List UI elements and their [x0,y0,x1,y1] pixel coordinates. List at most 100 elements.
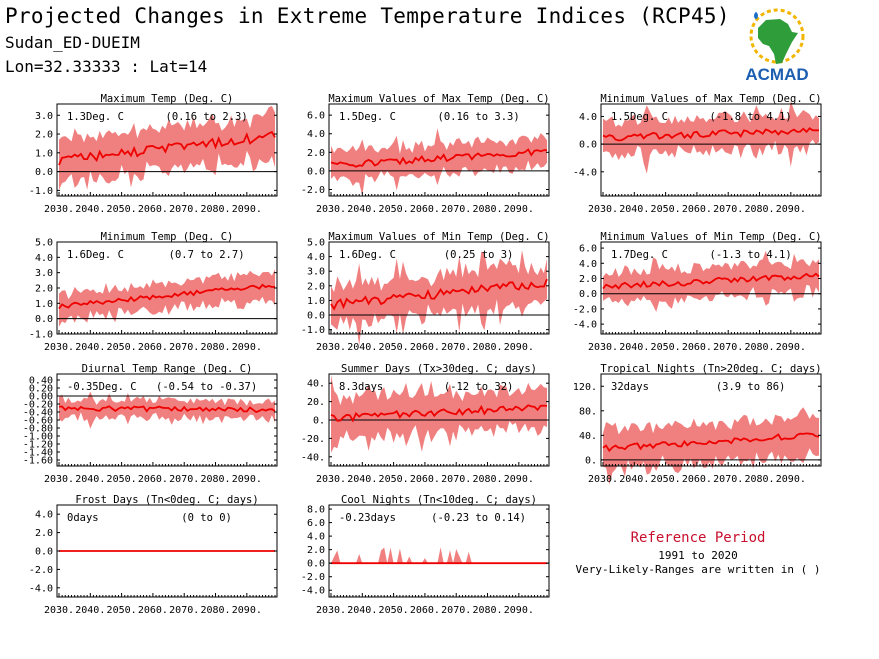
x-tick-label: 2060. [138,204,168,215]
mean-change-label: 32days [611,381,649,393]
y-tick-label: -2.0 [29,565,53,576]
location-name: Sudan_ED-DUEIM [5,33,140,52]
x-tick-label: 2090. [504,474,534,485]
x-tick-label: 2080. [200,474,230,485]
y-tick-label: 1.0 [307,296,325,307]
y-tick-label: -1.0 [29,186,53,197]
y-tick-label: 4.0 [35,510,53,521]
x-tick-label: 2090. [232,342,262,353]
plot-frame [600,373,822,467]
x-tick-label: 2060. [138,605,168,616]
chart-panel: -4.0 0.0 4.0 2030. 2040. 2050. 2060. 2070. 2080.… [573,93,822,215]
location-coordinates: Lon=32.33333 : Lat=14 [5,57,208,76]
mean-change-label: 1.7Deg. C [611,249,668,261]
x-tick-label: 2070. [441,474,471,485]
x-tick-label: 2090. [776,474,806,485]
y-tick-label: 6.0 [307,111,325,122]
x-tick-label: 2060. [682,342,712,353]
chart-panel: -4.0 -2.0 0.0 2.0 4.0 6.0 2030. 2040. 2050. 2060.… [573,231,822,353]
chart-panel: -1.0 0.0 1.0 2.0 3.0 4.0 5.0 2030. 2040. 2050. 206… [29,231,278,353]
x-tick-label: 2080. [472,474,502,485]
x-tick-label: 2070. [441,605,471,616]
likely-range-band [603,407,819,485]
chart-title: Minimum Values of Max Temp (Deg. C) [600,93,821,105]
y-tick-label: 4.0 [307,129,325,140]
x-tick-label: 2070. [169,204,199,215]
median-line [330,404,548,423]
x-tick-label: 2070. [441,204,471,215]
y-tick-label: -2.0 [573,304,597,315]
y-tick-label: 4.0 [307,252,325,263]
median-line [58,405,276,414]
y-tick-label: 0. [313,416,325,427]
median-line [58,130,276,166]
x-tick-label: 2030. [588,474,618,485]
chart-title: Summer Days (Tx>30deg. C; days) [341,363,537,375]
mean-change-label: 0days [67,512,99,524]
acmad-logo: ACMAD [745,8,809,84]
y-tick-label: 6.0 [307,518,325,529]
y-tick-label: 0.0 [579,140,597,151]
x-tick-label: 2080. [744,204,774,215]
chart-title: Maximum Values of Max Temp (Deg. C) [328,93,549,105]
x-tick-label: 2030. [588,342,618,353]
y-tick-label: 40. [307,379,325,390]
x-tick-label: 2090. [776,342,806,353]
x-tick-label: 2080. [200,342,230,353]
mean-change-label: 1.6Deg. C [67,249,124,261]
x-tick-label: 2060. [410,204,440,215]
chart-panel: -1.0 0.0 1.0 2.0 3.0 2030. 2040. 2050. 2060. 2070… [29,93,278,215]
y-tick-label: -4.0 [573,320,597,331]
x-tick-label: 2040. [75,204,105,215]
page-title: Projected Changes in Extreme Temperature… [5,4,730,28]
y-tick-label: 80. [579,406,597,417]
y-tick-label: -4.0 [573,167,597,178]
likely-range-label: (-12 to 32) [444,381,514,393]
likely-range-label: (-1.8 to 4.1) [710,111,792,123]
reference-period-years: 1991 to 2020 [658,549,738,562]
x-tick-label: 2060. [138,474,168,485]
y-tick-label: -1.0 [29,330,53,341]
likely-range-band [59,269,275,327]
x-tick-label: 2030. [588,204,618,215]
y-tick-label: 2.0 [579,274,597,285]
x-tick-label: 2070. [169,342,199,353]
mean-change-label: 1.5Deg. C [611,111,668,123]
y-tick-label: 1.0 [35,148,53,159]
x-tick-label: 2050. [379,204,409,215]
likely-range-band [603,100,819,174]
y-tick-label: -2.0 [301,185,325,196]
y-tick-label: -2.0 [301,572,325,583]
x-tick-label: 2040. [619,474,649,485]
mean-change-label: 8.3days [339,381,383,393]
x-tick-label: 2080. [744,474,774,485]
y-tick-label: 4.0 [307,532,325,543]
chart-title: Frost Days (Tn<0deg. C; days) [75,494,258,506]
likely-range-label: (-0.23 to 0.14) [431,512,526,524]
y-tick-label: 2.0 [35,528,53,539]
x-tick-label: 2030. [44,605,74,616]
chart-title: Tropical Nights (Tn>20deg. C; days) [600,363,821,375]
x-tick-label: 2080. [200,605,230,616]
y-tick-label: 5.0 [307,238,325,249]
likely-range-label: (0 to 0) [181,512,232,524]
chart-title: Cool Nights (Tn<10deg. C; days) [341,494,537,506]
plot-frame [600,241,822,335]
x-tick-label: 2030. [316,204,346,215]
likely-range-label: (3.9 to 86) [716,381,786,393]
y-tick-label: -1.20 [23,440,53,451]
x-tick-label: 2070. [169,474,199,485]
africa-map-icon [758,19,798,64]
y-tick-label: 0.0 [307,311,325,322]
y-tick-label: 3.0 [35,111,53,122]
y-tick-label: -1.0 [301,325,325,336]
y-tick-label: 2.0 [35,284,53,295]
y-tick-label: -1.40 [23,448,53,459]
y-tick-label: -0.40 [23,408,53,419]
chart-panel: -1.0 0.0 1.0 2.0 3.0 4.0 5.0 2030. 2040. 2050. 206… [301,231,550,353]
y-tick-label: 0. [585,455,597,466]
y-tick-label: 4.0 [579,259,597,270]
x-tick-label: 2040. [75,342,105,353]
x-tick-label: 2060. [410,605,440,616]
